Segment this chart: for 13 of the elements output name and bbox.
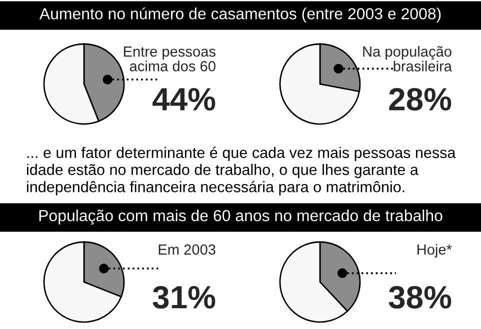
pie-slice [279,43,360,125]
data-label: 38% [388,286,452,309]
data-label: 31% [152,286,216,309]
chart-title: Hoje* [418,244,452,258]
pie-slice [43,241,122,323]
data-label: 28% [389,88,452,111]
text: Na população brasileira [363,46,452,72]
text: População com mais de 60 anos no mercado de trabalho [39,210,442,224]
text: ... e um fator determinante é que cada vez mais pessoas nessa idade estão no mercado de trabalho, o que lhes garante a independência financeira necessária para o matrimônio. [27,146,456,196]
text: Aumento no número de casamentos (entre 2003 e 2008) [39,7,441,23]
chart-title: Em 2003 [158,244,216,255]
text: Entre pessoas acima dos 60 [124,46,216,72]
data-label: 44% [152,88,216,111]
